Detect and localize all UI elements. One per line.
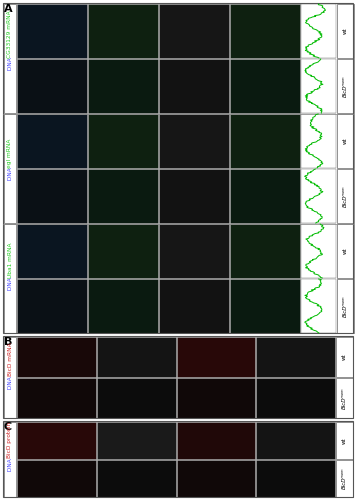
Bar [17,422,96,459]
Bar [230,169,300,223]
Bar [159,59,229,113]
Bar [88,114,158,168]
Text: BicD protein: BicD protein [7,422,12,458]
Bar [230,59,300,113]
Bar [159,279,229,333]
Bar [301,169,336,223]
Text: DNA: DNA [7,278,12,294]
Text: C: C [4,422,12,432]
Text: A: A [4,4,12,14]
Bar [88,169,158,223]
Bar [336,337,353,377]
Bar [3,336,353,418]
Bar [17,114,87,168]
Text: egl mRNA: egl mRNA [7,138,12,168]
Bar [88,279,158,333]
Text: wt: wt [343,138,348,144]
Text: DNA: DNA [7,168,12,184]
Bar [4,422,16,497]
Bar [337,224,354,278]
Bar [301,59,336,113]
Bar [256,378,335,418]
Bar [301,4,336,58]
Text: B: B [4,337,12,347]
Bar [230,224,300,278]
Text: wt: wt [342,354,347,360]
Bar [177,460,255,497]
Bar [337,279,354,333]
Text: BicDᵐᵒᵐ: BicDᵐᵒᵐ [342,387,347,409]
Bar [88,224,158,278]
Bar [17,224,87,278]
Bar [230,279,300,333]
Bar [97,460,176,497]
Text: BicDᵐᵒᵐ: BicDᵐᵒᵐ [343,75,348,97]
Bar [97,422,176,459]
Text: wt: wt [343,248,348,254]
Bar [230,4,300,58]
Text: DNA: DNA [7,458,12,475]
Bar [17,337,96,377]
Bar [301,224,336,278]
Bar [256,460,335,497]
Bar [256,422,335,459]
Text: DNA: DNA [7,58,12,74]
Bar [159,4,229,58]
Text: wt: wt [342,437,347,444]
Bar [4,114,16,223]
Text: BicD mRNA: BicD mRNA [7,343,12,376]
Bar [159,169,229,223]
Bar [337,59,354,113]
Bar [17,279,87,333]
Bar [177,378,255,418]
Bar [97,378,176,418]
Text: BicDᵐᵒᵐ: BicDᵐᵒᵐ [342,468,347,489]
Bar [337,169,354,223]
Bar [17,4,87,58]
Bar [337,114,354,168]
Bar [17,169,87,223]
Bar [159,224,229,278]
Text: BicDᵐᵒᵐ: BicDᵐᵒᵐ [343,185,348,207]
Bar [3,421,353,497]
Text: Uba1 mRNA: Uba1 mRNA [7,242,12,278]
Text: BicDᵐᵒᵐ: BicDᵐᵒᵐ [343,295,348,317]
Text: DNA: DNA [7,376,12,393]
Bar [336,378,353,418]
Bar [337,4,354,58]
Bar [4,224,16,333]
Bar [17,59,87,113]
Bar [17,378,96,418]
Bar [177,337,255,377]
Bar [3,3,353,333]
Bar [336,422,353,459]
Bar [97,337,176,377]
Bar [4,4,16,113]
Bar [17,460,96,497]
Bar [88,4,158,58]
Bar [230,114,300,168]
Text: wt: wt [343,28,348,34]
Bar [336,460,353,497]
Bar [88,59,158,113]
Text: CG33129 mRNA: CG33129 mRNA [7,10,12,58]
Bar [301,279,336,333]
Bar [177,422,255,459]
Bar [301,114,336,168]
Bar [159,114,229,168]
Bar [4,337,16,418]
Bar [256,337,335,377]
